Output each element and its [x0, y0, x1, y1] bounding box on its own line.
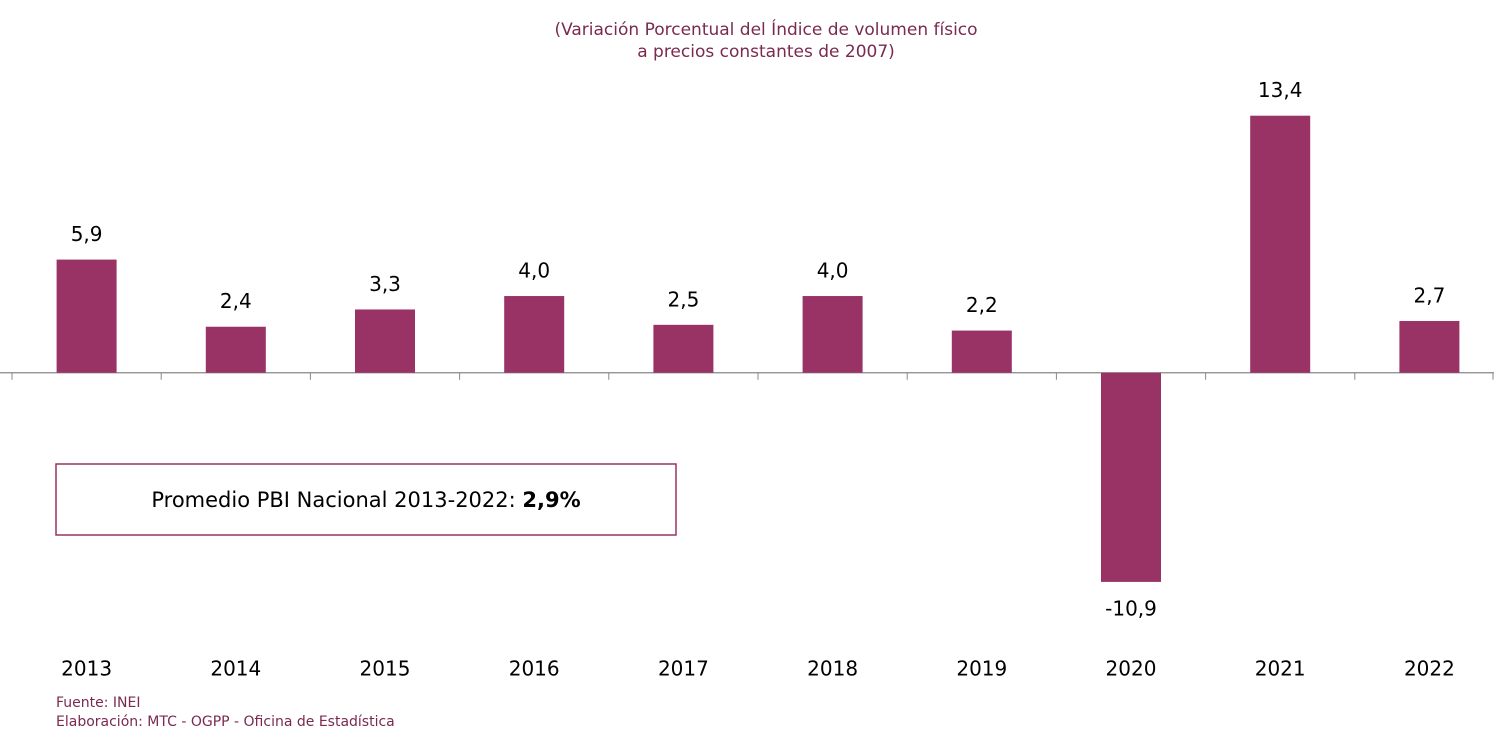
x-tick-label: 2021: [1255, 657, 1306, 681]
value-label: 2,2: [966, 293, 998, 317]
x-tick-label: 2022: [1404, 657, 1455, 681]
bar: [802, 296, 863, 373]
x-tick-label: 2015: [360, 657, 411, 681]
x-tick-label: 2013: [61, 657, 112, 681]
x-tick-label: 2014: [210, 657, 261, 681]
value-label: 3,3: [369, 272, 401, 296]
annotation-box: [55, 463, 677, 536]
value-label: 4,0: [817, 259, 849, 283]
bar: [951, 330, 1012, 373]
x-tick-label: 2020: [1106, 657, 1157, 681]
x-tick-label: 2018: [807, 657, 858, 681]
bar: [56, 259, 117, 373]
bar: [355, 309, 415, 373]
source-note: Elaboración: MTC - OGPP - Oficina de Est…: [56, 714, 395, 730]
annotation-text: Promedio PBI Nacional 2013-2022:: [151, 488, 522, 512]
source-note: Fuente: INEI: [56, 695, 141, 711]
value-label: 2,5: [667, 287, 699, 311]
annotation-value: 2,9%: [522, 488, 580, 512]
chart-subtitle: a precios constantes de 2007): [637, 42, 895, 62]
value-label: 2,7: [1413, 283, 1445, 307]
bar: [1399, 320, 1460, 373]
value-label: 5,9: [71, 222, 103, 246]
bar: [1101, 372, 1161, 582]
chart-subtitle: (Variación Porcentual del Índice de volu…: [554, 18, 977, 40]
x-tick-label: 2019: [956, 657, 1007, 681]
value-label: -10,9: [1105, 596, 1157, 620]
bar: [504, 296, 565, 373]
bar: [205, 326, 266, 373]
value-label: 4,0: [518, 259, 550, 283]
bar: [653, 324, 714, 373]
x-tick-label: 2017: [658, 657, 709, 681]
annotation: Promedio PBI Nacional 2013-2022: 2,9%: [151, 488, 580, 512]
bar: [1250, 115, 1311, 373]
value-label: 13,4: [1258, 78, 1303, 102]
x-tick-label: 2016: [509, 657, 560, 681]
value-label: 2,4: [220, 289, 252, 313]
